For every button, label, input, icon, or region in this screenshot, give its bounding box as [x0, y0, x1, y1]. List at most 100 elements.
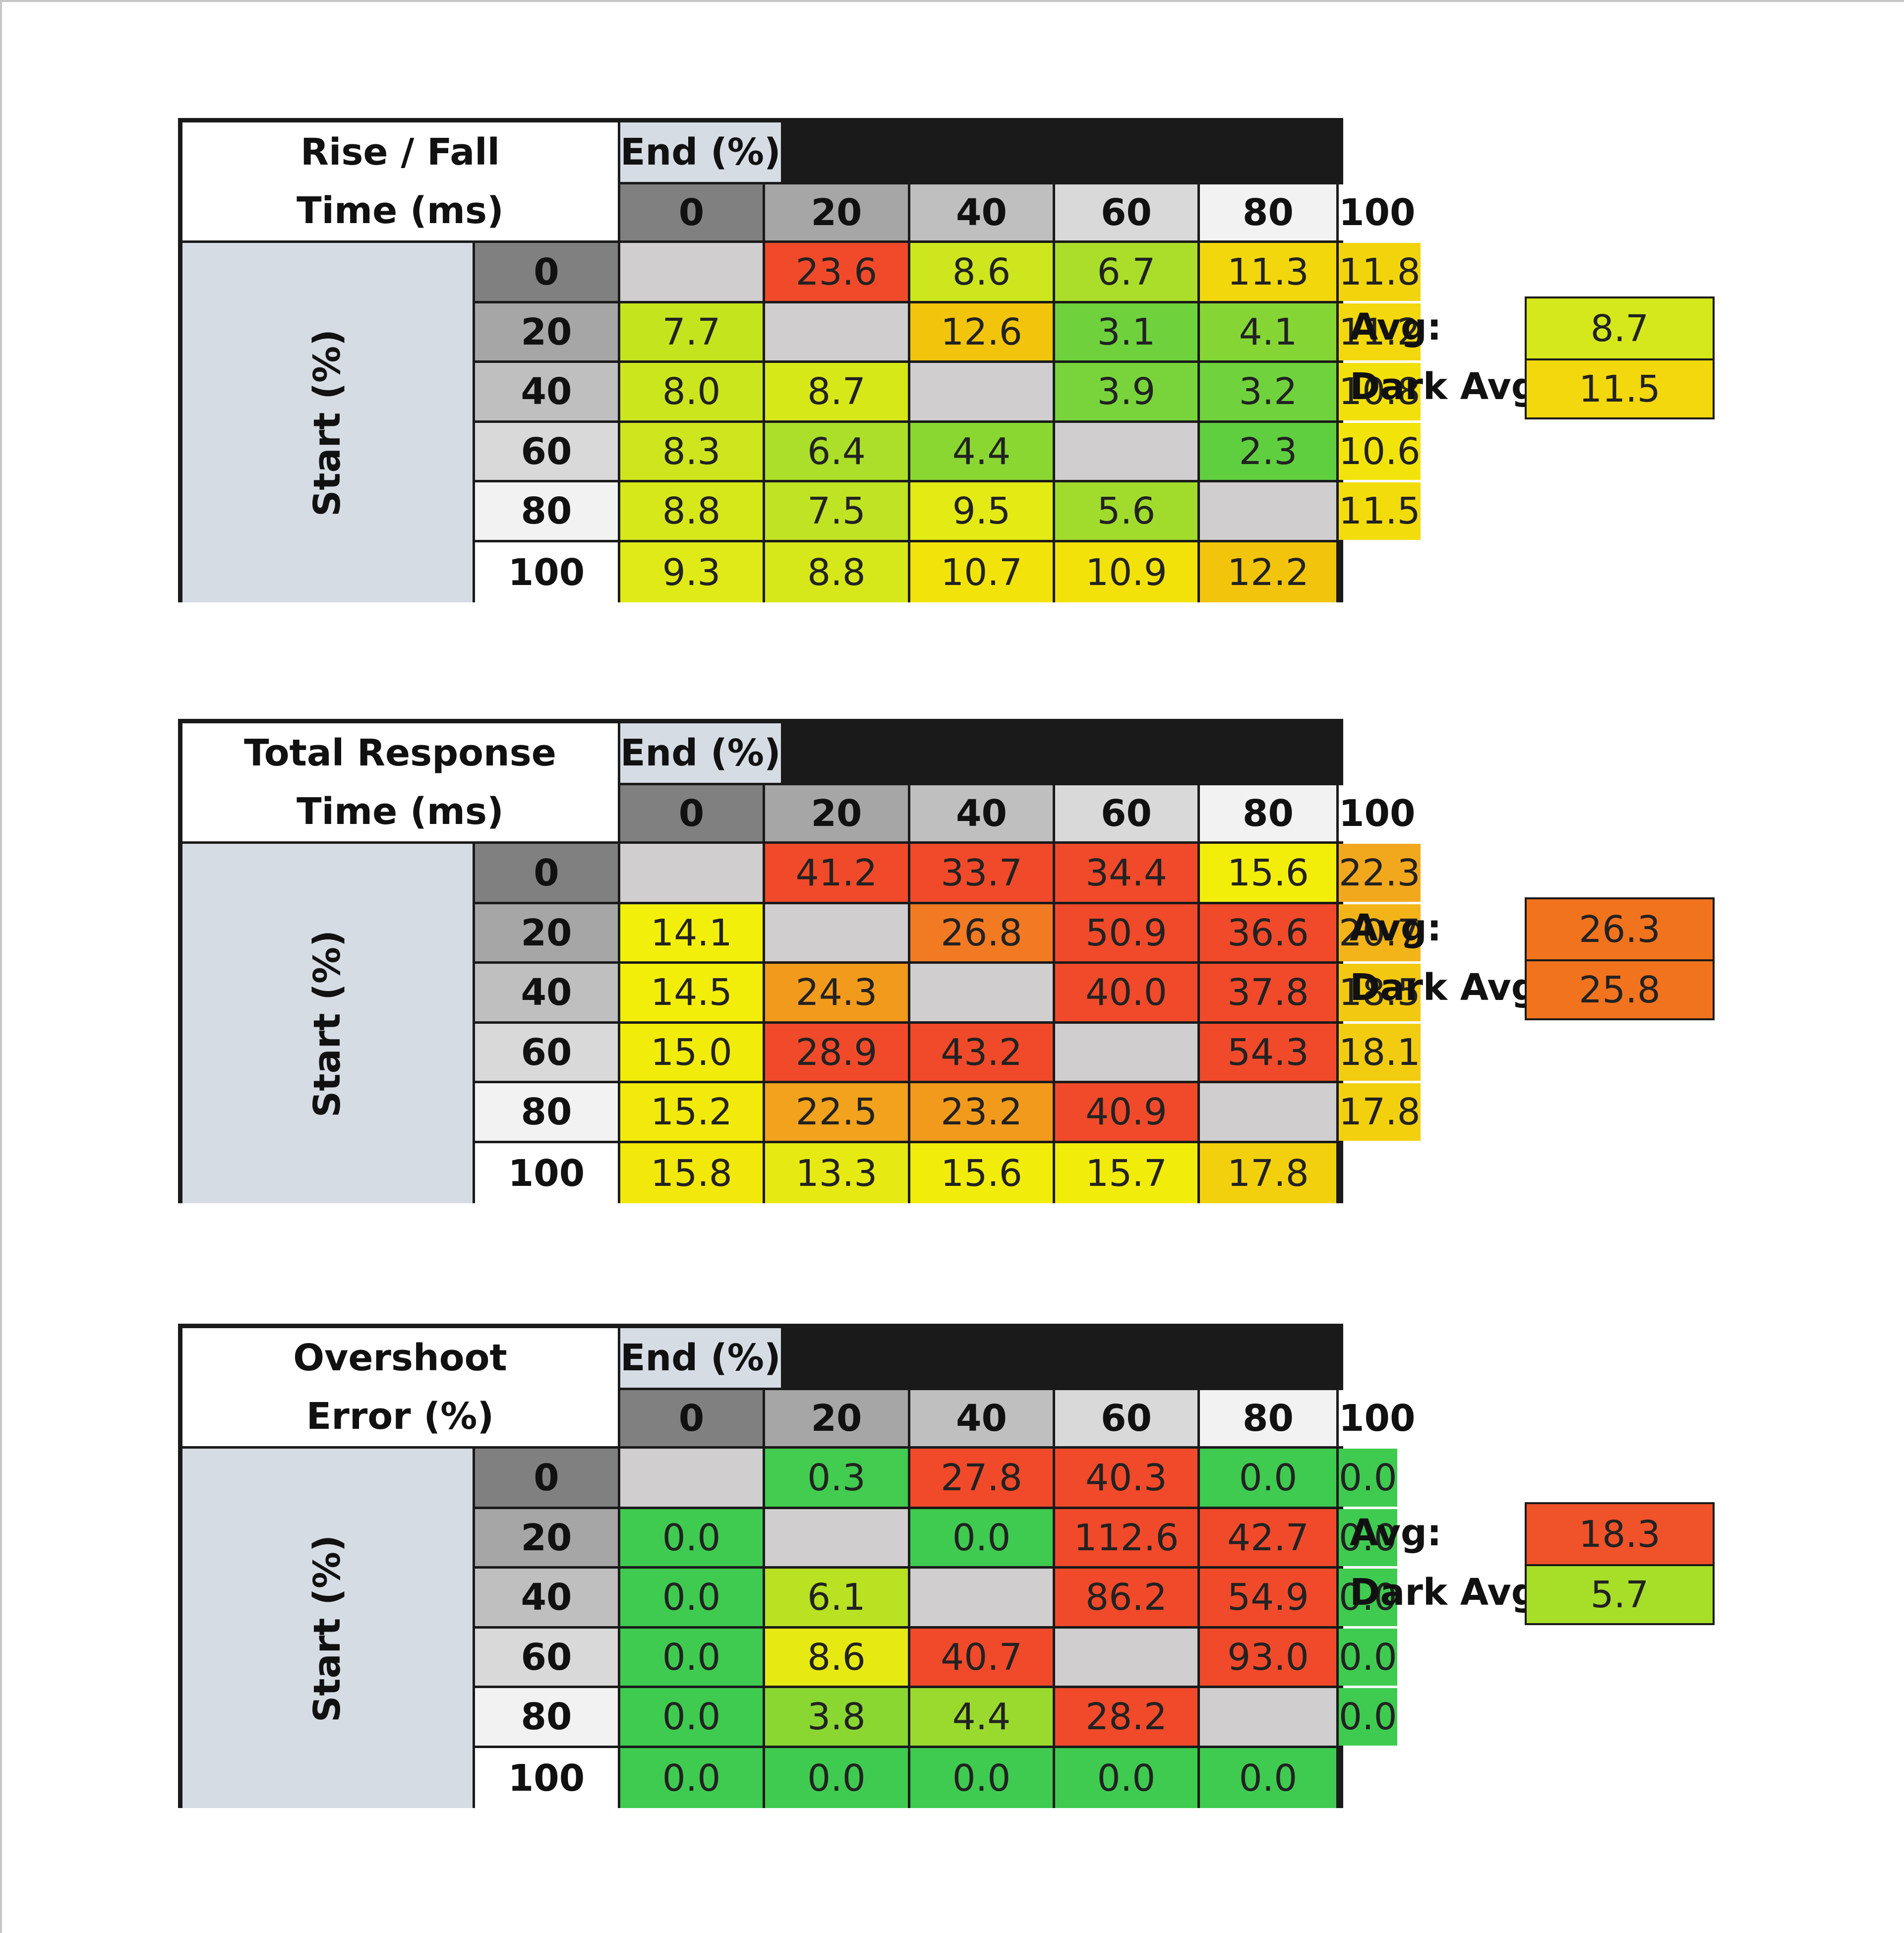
- row-header: 40: [475, 964, 618, 1021]
- heatmap-cell: 0.0: [1339, 1688, 1397, 1746]
- heatmap-cell: 8.6: [765, 1629, 908, 1686]
- row-header: 20: [475, 1509, 618, 1566]
- heatmap-cell: 2.3: [1200, 423, 1336, 480]
- heatmap-cell: 40.3: [1055, 1449, 1197, 1507]
- column-header: 60: [1055, 184, 1197, 240]
- heatmap-cell: 8.3: [620, 423, 763, 480]
- dark-avg-value: 11.5: [1525, 358, 1715, 419]
- heatmap-cell: 8.8: [620, 482, 763, 540]
- dark-avg-value: 25.8: [1525, 959, 1715, 1020]
- column-header: 20: [765, 1390, 908, 1446]
- heatmap-cell: 112.6: [1055, 1509, 1197, 1566]
- dark-avg-label: Dark Avg:: [1350, 966, 1552, 1009]
- heatmap-cell: 40.0: [1055, 964, 1197, 1021]
- row-header: 20: [475, 904, 618, 961]
- heatmap-cell: 0.0: [620, 1748, 763, 1808]
- heatmap-cell: 93.0: [1200, 1629, 1336, 1686]
- heatmap-cell: 11.3: [1200, 243, 1336, 301]
- column-header: 100: [1339, 785, 1416, 841]
- heatmap-cell: 14.5: [620, 964, 763, 1021]
- heatmap-cell: 8.0: [620, 363, 763, 420]
- start-axis-text: Start (%): [306, 329, 349, 517]
- column-header: 40: [910, 1390, 1053, 1446]
- start-axis-text: Start (%): [306, 1534, 349, 1722]
- heatmap-cell: 0.3: [765, 1449, 908, 1507]
- heatmap-cell: 0.0: [620, 1509, 763, 1566]
- column-header: 0: [620, 184, 763, 240]
- empty-cell: [910, 964, 1053, 1021]
- column-header: 80: [1200, 1390, 1336, 1446]
- empty-cell: [1200, 482, 1336, 540]
- empty-cell: [765, 303, 908, 360]
- dark-avg-label: Dark Avg:: [1350, 365, 1552, 408]
- heatmap-cell: 40.7: [910, 1629, 1053, 1686]
- column-header: 20: [765, 785, 908, 841]
- avg-value: 8.7: [1525, 296, 1715, 360]
- empty-cell: [765, 904, 908, 961]
- heatmap-cell: 0.0: [1339, 1449, 1397, 1507]
- heatmap-cell: 4.1: [1200, 303, 1336, 360]
- row-header: 100: [475, 1143, 618, 1203]
- heatmap-cell: 4.4: [910, 1688, 1053, 1746]
- heatmap-cell: 8.7: [765, 363, 908, 420]
- heatmap-cell: 6.7: [1055, 243, 1197, 301]
- heatmap-cell: 4.4: [910, 423, 1053, 480]
- start-axis-label: Start (%): [182, 1449, 473, 1808]
- heatmap-cell: 8.8: [765, 542, 908, 602]
- column-header: 100: [1339, 184, 1416, 240]
- heatmap-cell: 40.9: [1055, 1083, 1197, 1141]
- heatmap-cell: 15.6: [1200, 844, 1336, 902]
- column-header: 100: [1339, 1390, 1416, 1446]
- heatmap-cell: 7.5: [765, 482, 908, 540]
- heatmap-table: Rise / Fall Time (ms) End (%) 0 20 40 60 80 100 S…: [178, 118, 1421, 602]
- column-header: 40: [910, 184, 1053, 240]
- column-header: 20: [765, 184, 908, 240]
- row-header: 60: [475, 1024, 618, 1081]
- row-header: 0: [475, 243, 618, 301]
- avg-label: Avg:: [1350, 907, 1442, 949]
- avg-label: Avg:: [1350, 1512, 1442, 1554]
- row-header: 40: [475, 1569, 618, 1626]
- column-header: 40: [910, 785, 1053, 841]
- end-axis-label: End (%): [620, 723, 781, 783]
- heatmap-cell: 15.6: [910, 1143, 1053, 1203]
- heatmap-cell: 22.3: [1339, 844, 1421, 902]
- heatmap-cell: 10.7: [910, 542, 1053, 602]
- heatmap-cell: 11.5: [1339, 482, 1421, 540]
- heatmap-cell: 43.2: [910, 1024, 1053, 1081]
- column-header: 0: [620, 1390, 763, 1446]
- heatmap-cell: 10.6: [1339, 423, 1421, 480]
- heatmap-cell: 0.0: [620, 1629, 763, 1686]
- start-axis-text: Start (%): [306, 930, 349, 1117]
- empty-cell: [620, 1449, 763, 1507]
- heatmap-cell: 11.8: [1339, 243, 1421, 301]
- heatmap-cell: 0.0: [1339, 1629, 1397, 1686]
- heatmap-cell: 41.2: [765, 844, 908, 902]
- row-header: 100: [475, 1748, 618, 1808]
- heatmap-cell: 0.0: [910, 1748, 1053, 1808]
- empty-cell: [620, 243, 763, 301]
- empty-cell: [765, 1509, 908, 1566]
- table-title: Overshoot Error (%): [182, 1328, 618, 1446]
- empty-cell: [910, 1569, 1053, 1626]
- heatmap-cell: 14.1: [620, 904, 763, 961]
- start-axis-label: Start (%): [182, 243, 473, 602]
- empty-cell: [1055, 1629, 1197, 1686]
- heatmap-cell: 36.6: [1200, 904, 1336, 961]
- row-header: 40: [475, 363, 618, 420]
- start-axis-label: Start (%): [182, 844, 473, 1203]
- heatmap-cell: 0.0: [765, 1748, 908, 1808]
- heatmap-cell: 3.8: [765, 1688, 908, 1746]
- heatmap-cell: 9.5: [910, 482, 1053, 540]
- row-header: 80: [475, 1083, 618, 1141]
- heatmap-cell: 18.5: [1339, 964, 1421, 1021]
- column-header: 0: [620, 785, 763, 841]
- end-axis-label: End (%): [620, 122, 781, 182]
- heatmap-cell: 20.7: [1339, 904, 1421, 961]
- avg-label: Avg:: [1350, 306, 1442, 349]
- heatmap-cell: 8.6: [910, 243, 1053, 301]
- dark-avg-value: 5.7: [1525, 1564, 1715, 1625]
- heatmap-cell: 15.2: [620, 1083, 763, 1141]
- heatmap-cell: 0.0: [1200, 1748, 1336, 1808]
